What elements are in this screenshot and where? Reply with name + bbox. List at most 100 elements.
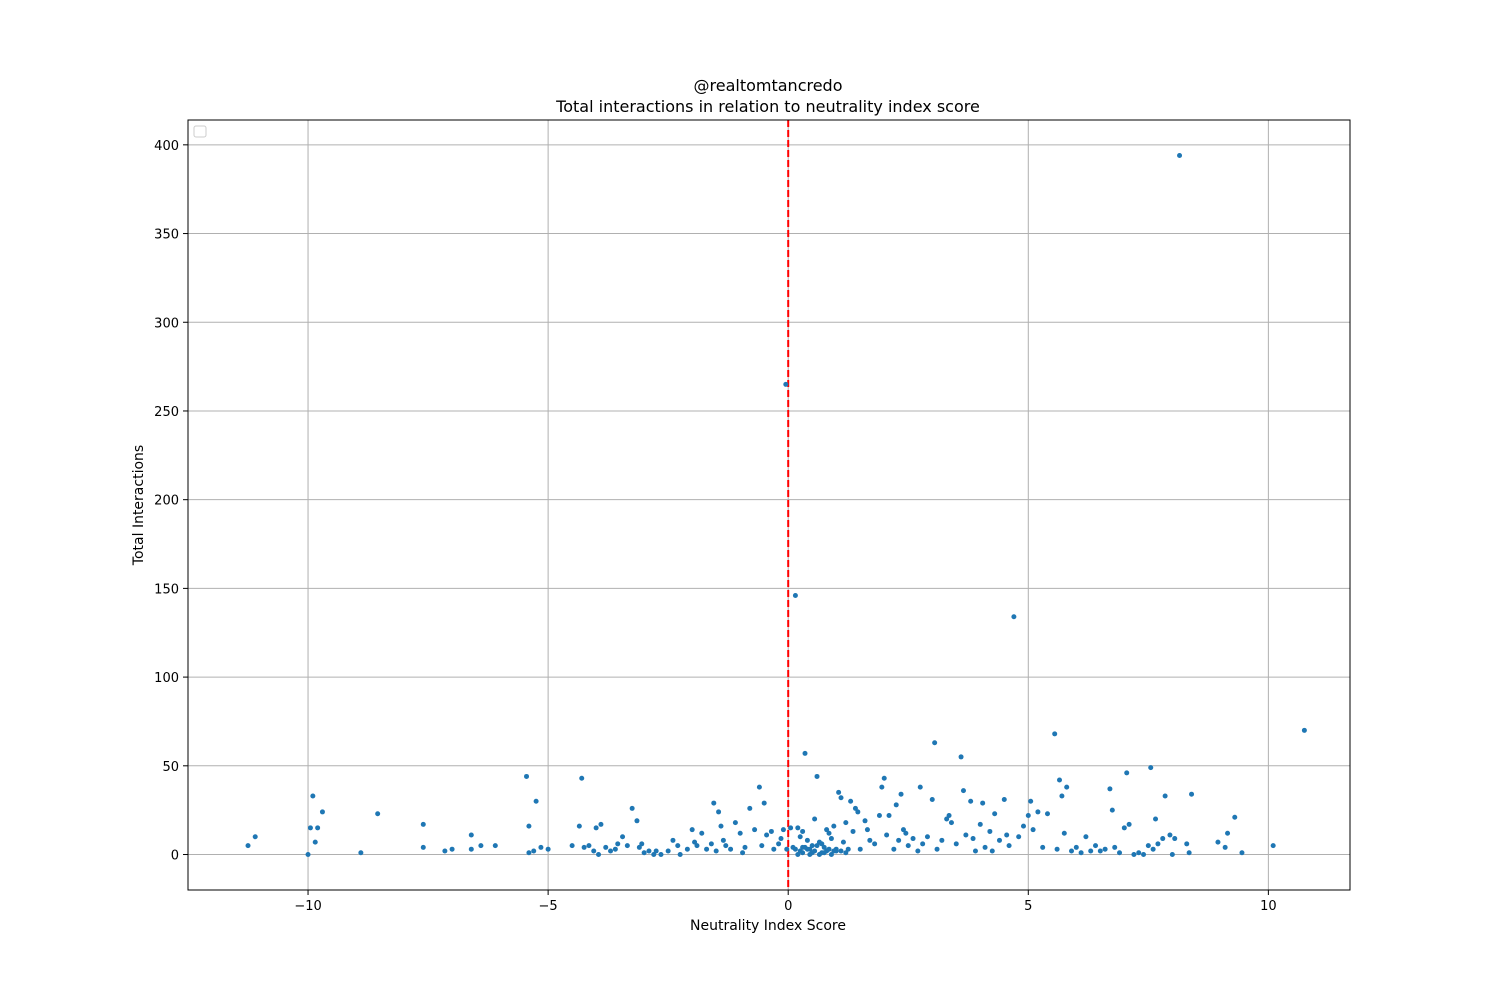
data-point — [1232, 814, 1238, 820]
x-tick-label: −5 — [539, 899, 558, 914]
data-point — [713, 848, 719, 854]
data-point — [783, 381, 789, 387]
data-point — [946, 812, 952, 818]
data-point — [963, 832, 969, 838]
data-point — [581, 844, 587, 850]
data-point — [776, 841, 782, 847]
data-point — [740, 850, 746, 856]
data-point — [596, 852, 602, 858]
data-point — [1148, 765, 1154, 771]
data-point — [442, 848, 448, 854]
y-axis-label: Total Interactions — [131, 445, 147, 566]
data-point — [375, 811, 381, 817]
data-point — [932, 740, 938, 746]
data-point — [843, 820, 849, 826]
data-point — [879, 784, 885, 790]
data-point — [665, 848, 671, 854]
data-point — [980, 800, 986, 806]
data-point — [1059, 793, 1065, 799]
data-point — [526, 823, 532, 829]
data-point — [855, 809, 861, 815]
data-point — [828, 852, 834, 858]
data-point — [1020, 823, 1026, 829]
data-point — [639, 841, 645, 847]
plot-frame — [187, 119, 1351, 891]
data-point — [653, 848, 659, 854]
data-point — [608, 848, 614, 854]
data-point — [845, 846, 851, 852]
data-point — [996, 837, 1002, 843]
data-point — [720, 837, 726, 843]
data-point — [886, 812, 892, 818]
data-point — [843, 850, 849, 856]
data-point — [1011, 614, 1017, 620]
data-point — [881, 775, 887, 781]
data-point — [982, 844, 988, 850]
data-point — [831, 823, 837, 829]
data-point — [478, 843, 484, 849]
data-point — [651, 852, 657, 858]
data-point — [1131, 852, 1137, 858]
data-point — [420, 844, 426, 850]
data-point — [526, 850, 532, 856]
data-point — [814, 773, 820, 779]
data-point — [821, 850, 827, 856]
data-point — [968, 798, 974, 804]
data-point — [768, 828, 774, 834]
data-point — [1093, 843, 1099, 849]
data-point — [1145, 843, 1151, 849]
data-point — [728, 846, 734, 852]
data-point — [872, 841, 878, 847]
data-point — [708, 841, 714, 847]
data-point — [917, 784, 923, 790]
data-point — [821, 844, 827, 850]
data-point — [992, 811, 998, 817]
data-point — [538, 844, 544, 850]
data-point — [929, 797, 935, 803]
data-point — [807, 852, 813, 858]
data-point — [1004, 832, 1010, 838]
data-point — [800, 828, 806, 834]
data-point — [948, 820, 954, 826]
data-point — [900, 827, 906, 833]
y-tick-label: 350 — [154, 228, 179, 243]
data-point — [716, 809, 722, 815]
data-point — [852, 805, 858, 811]
data-point — [1052, 731, 1058, 737]
data-point — [987, 828, 993, 834]
data-point — [468, 846, 474, 852]
x-tick-label: 5 — [1024, 899, 1032, 914]
data-point — [658, 852, 664, 858]
data-point — [824, 827, 830, 833]
data-point — [586, 843, 592, 849]
y-tick-label: 50 — [162, 760, 179, 775]
data-point — [1184, 841, 1190, 847]
data-point — [591, 848, 597, 854]
data-point — [307, 825, 313, 831]
data-point — [1016, 834, 1022, 840]
data-point — [958, 754, 964, 760]
data-point — [840, 839, 846, 845]
data-point — [1215, 839, 1221, 845]
data-point — [1301, 727, 1307, 733]
data-point — [778, 836, 784, 842]
data-point — [1061, 830, 1067, 836]
data-point — [634, 818, 640, 824]
data-point — [838, 848, 844, 854]
data-point — [1117, 850, 1123, 856]
data-point — [862, 818, 868, 824]
data-point — [252, 834, 258, 840]
data-point — [934, 846, 940, 852]
data-point — [972, 848, 978, 854]
data-point — [903, 830, 909, 836]
data-point — [1141, 852, 1147, 858]
data-point — [915, 848, 921, 854]
data-point — [576, 823, 582, 829]
data-point — [788, 825, 794, 831]
data-point — [989, 848, 995, 854]
data-point — [1078, 850, 1084, 856]
data-point — [1040, 844, 1046, 850]
data-point — [953, 841, 959, 847]
data-point — [876, 812, 882, 818]
